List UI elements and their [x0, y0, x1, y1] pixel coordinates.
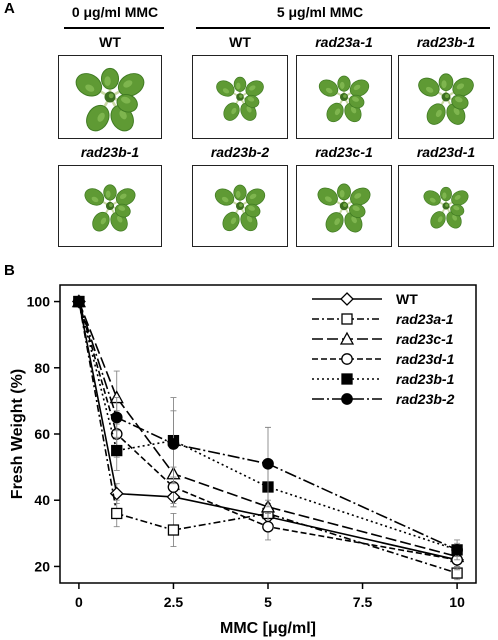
- group-left-title: 0 μg/ml MMC: [71, 4, 159, 20]
- photo-label-wt-0: WT: [99, 34, 121, 50]
- photo-label-rad23b-1-top: rad23b-1: [416, 34, 476, 50]
- y-axis-label: Fresh Weight (%): [9, 369, 26, 499]
- legend-label: rad23b-1: [396, 371, 455, 387]
- data-point: [111, 507, 123, 520]
- y-tick-label: 100: [27, 294, 51, 310]
- legend-marker: [339, 331, 355, 345]
- x-tick-label: 2.5: [164, 594, 184, 610]
- y-tick-label: 60: [34, 426, 50, 442]
- photo-label-rad23a-1: rad23a-1: [315, 34, 373, 50]
- legend: WT rad23a-1 rad23c-1 rad23d-1 rad23b-1 rad23b…: [312, 291, 455, 407]
- seedling-photo-rad23b-1-top: [398, 55, 494, 139]
- legend-marker: [341, 373, 353, 385]
- legend-label: rad23c-1: [396, 331, 454, 347]
- seedling-photo-rad23c-1: [296, 165, 392, 247]
- group-right-rule: [196, 27, 490, 29]
- data-point: [73, 295, 85, 308]
- y-tick-label: 20: [34, 558, 50, 574]
- legend-marker: [341, 313, 353, 325]
- photo-label-rad23b-1-bottom: rad23b-1: [80, 144, 140, 160]
- group-right-title: 5 μg/ml MMC: [276, 4, 364, 20]
- seedling-photo-rad23a-1: [296, 55, 392, 139]
- y-tick-label: 40: [34, 492, 50, 508]
- legend-marker: [341, 393, 353, 405]
- x-axis-label: MMC [μg/ml]: [220, 620, 316, 637]
- seedling-photo-wt-5: [192, 55, 288, 139]
- seedling-photo-rad23b-2: [192, 165, 288, 247]
- panel-b-letter: B: [4, 262, 15, 279]
- legend-marker: [341, 353, 353, 365]
- x-tick-label: 7.5: [353, 594, 373, 610]
- series-rad23b-2: [73, 295, 463, 561]
- data-point: [167, 438, 180, 450]
- seedling-photo-wt-0: [58, 55, 162, 139]
- x-tick-label: 5: [264, 594, 272, 610]
- photo-label-rad23c-1: rad23c-1: [315, 144, 373, 160]
- fresh-weight-chart: 0 2.5 5 7.5 10 20 40 60 80 100 MMC [μg/ml] Fresh We…: [9, 284, 477, 637]
- panel-a-letter: A: [4, 0, 15, 17]
- data-point: [111, 444, 123, 457]
- seedling-photo-rad23d-1: [398, 165, 494, 247]
- legend-label: rad23d-1: [396, 351, 455, 367]
- legend-marker: [340, 292, 354, 306]
- photo-label-wt-5: WT: [229, 34, 251, 50]
- legend-label: rad23a-1: [396, 311, 454, 327]
- legend-label: WT: [396, 291, 418, 307]
- data-point: [167, 524, 180, 536]
- data-point: [110, 411, 123, 424]
- legend-label: rad23b-2: [396, 391, 455, 407]
- x-tick-label: 10: [449, 594, 465, 610]
- photo-label-rad23b-2: rad23b-2: [210, 144, 270, 160]
- data-point: [262, 520, 274, 533]
- data-point: [451, 544, 463, 556]
- x-tick-label: 0: [75, 594, 83, 610]
- group-left-rule: [64, 27, 164, 29]
- series-line: [78, 301, 458, 561]
- y-tick-label: 80: [34, 360, 50, 376]
- photo-label-rad23d-1: rad23d-1: [416, 144, 476, 160]
- seedling-photo-rad23b-1-bottom: [58, 165, 162, 247]
- data-point: [262, 457, 274, 470]
